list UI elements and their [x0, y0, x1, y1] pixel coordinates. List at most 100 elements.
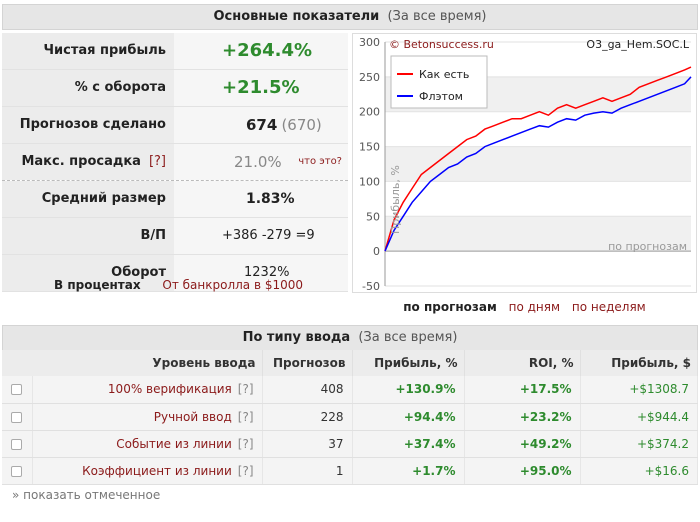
turnover-value: 1232%	[244, 265, 290, 280]
row-count: 228	[262, 403, 353, 431]
row-help-link[interactable]: [?]	[237, 382, 254, 397]
stat-wl: В/П +386 -279 =9	[2, 218, 348, 255]
stat-turnover: Оборот 1232%	[2, 255, 348, 292]
row-checkbox[interactable]	[11, 465, 23, 477]
row-checkbox[interactable]	[11, 411, 23, 423]
x-axis-label: по прогнозам	[608, 240, 687, 253]
y-tick-label: 0	[373, 245, 380, 258]
stat-avg-size: Средний размер 1.83%	[2, 181, 348, 218]
y-tick-label: 150	[359, 141, 380, 154]
what-is-link[interactable]: что это?	[298, 156, 342, 167]
net-profit-label: Чистая прибыль	[2, 33, 174, 69]
turnover-label: Оборот	[2, 255, 174, 291]
row-checkbox[interactable]	[11, 384, 23, 396]
row-profit-pct: +94.4%	[352, 403, 465, 431]
row-count: 37	[262, 430, 353, 458]
row-count: 408	[262, 376, 353, 404]
drawdown-help-link[interactable]: [?]	[148, 154, 166, 169]
entry-title: По типу ввода	[242, 330, 351, 345]
chart-link-by-weeks[interactable]: по неделям	[571, 300, 646, 314]
row-roi: +49.2%	[464, 430, 581, 458]
avg-size-value: 1.83%	[246, 191, 295, 207]
row-help-link[interactable]: [?]	[237, 463, 254, 478]
y-tick-label: -50	[362, 280, 380, 293]
entry-table: Уровень ввода Прогнозов Прибыль, % ROI, …	[2, 350, 698, 485]
row-profit-usd: +$374.2	[580, 430, 698, 458]
y-tick-label: 250	[359, 71, 380, 84]
entry-header: По типу ввода (За все время)	[2, 325, 698, 351]
stat-net-profit: Чистая прибыль +264.4%	[2, 33, 348, 70]
row-help-link[interactable]: [?]	[237, 436, 254, 451]
table-row: Событие из линии [?] 37 +37.4% +49.2% +$374.2	[2, 430, 698, 458]
row-roi: +23.2%	[464, 403, 581, 431]
chart-legend	[390, 55, 488, 109]
row-profit-usd: +$1308.7	[580, 376, 698, 404]
chart-link-by-days[interactable]: по дням	[508, 300, 561, 314]
units-percent: В процентах	[54, 278, 141, 292]
col-profit-pct: Прибыль, %	[352, 350, 465, 376]
units-bankroll-link[interactable]: От банкролла в $1000	[162, 278, 304, 292]
row-profit-pct: +1.7%	[352, 457, 465, 485]
legend-label-as-is: Как есть	[419, 68, 469, 81]
table-row: Ручной ввод [?] 228 +94.4% +23.2% +$944.4	[2, 403, 698, 431]
summary-title: Основные показатели	[213, 9, 380, 24]
stat-forecasts: Прогнозов сделано 674 (670)	[2, 107, 348, 144]
row-level-name[interactable]: 100% верификация	[107, 382, 232, 397]
chart-band	[385, 146, 691, 182]
turnover-pct-value: +21.5%	[222, 77, 300, 98]
chart-link-by-forecast[interactable]: по прогнозам	[403, 300, 497, 314]
summary-period: (За все время)	[387, 9, 487, 24]
profit-chart-svg: -50 0 50 100 150 200 250 300 Прибыль, % по прогно…	[359, 36, 692, 293]
y-tick-label: 100	[359, 175, 380, 188]
row-profit-pct: +37.4%	[352, 430, 465, 458]
row-help-link[interactable]: [?]	[237, 409, 254, 424]
row-roi: +95.0%	[464, 457, 581, 485]
draws-value: =9	[295, 228, 315, 243]
row-profit-usd: +$944.4	[580, 403, 698, 431]
y-tick-label: 50	[366, 210, 380, 223]
row-checkbox[interactable]	[11, 438, 23, 450]
turnover-pct-label: % с оборота	[2, 70, 174, 106]
chart-band	[385, 216, 691, 252]
profit-chart: -50 0 50 100 150 200 250 300 Прибыль, % по прогно…	[352, 33, 697, 293]
col-profit-usd: Прибыль, $	[580, 350, 698, 376]
legend-label-flat: Флэтом	[419, 90, 463, 103]
chart-links: по прогнозам по дням по неделям	[352, 297, 697, 317]
drawdown-label: Макс. просадка	[21, 154, 141, 169]
y-tick-label: 200	[359, 106, 380, 119]
stat-drawdown: Макс. просадка [?] 21.0% что это?	[2, 144, 348, 181]
net-profit-value: +264.4%	[222, 40, 313, 61]
stat-turnover-pct: % с оборота +21.5%	[2, 70, 348, 107]
row-level-name[interactable]: Коэффициент из линии	[82, 463, 232, 478]
chart-source: © Betonsuccess.ru	[389, 38, 494, 51]
row-roi: +17.5%	[464, 376, 581, 404]
row-profit-usd: +$16.6	[580, 457, 698, 485]
avg-size-label: Средний размер	[2, 181, 174, 217]
show-selected-link[interactable]: » показать отмеченное	[12, 488, 161, 502]
col-count: Прогнозов	[262, 350, 353, 376]
series-line-as-is	[384, 66, 692, 252]
forecasts-label: Прогнозов сделано	[2, 107, 174, 143]
chart-id: O3_ga_Hem.SOC.L	[586, 38, 689, 51]
series-line-flat	[384, 76, 692, 252]
losses-value: -279	[261, 228, 292, 243]
units-row: В процентах От банкролла в $1000	[2, 271, 348, 299]
table-row: 100% верификация [?] 408 +130.9% +17.5% +$130…	[2, 376, 698, 404]
forecasts-paren: (670)	[281, 116, 322, 134]
wins-value: +386	[222, 228, 258, 243]
col-level: Уровень ввода	[32, 350, 263, 376]
entry-period: (За все время)	[358, 330, 458, 345]
wl-label: В/П	[2, 218, 174, 254]
forecasts-value: 674	[246, 116, 278, 134]
entry-table-header: Уровень ввода Прогнозов Прибыль, % ROI, …	[2, 350, 698, 376]
stats-table: Чистая прибыль +264.4% % с оборота +21.5…	[2, 33, 348, 292]
table-row: Коэффициент из линии [?] 1 +1.7% +95.0% +$16.…	[2, 457, 698, 485]
row-level-name[interactable]: Ручной ввод	[153, 409, 232, 424]
drawdown-value: 21.0%	[234, 153, 282, 171]
col-roi: ROI, %	[464, 350, 581, 376]
y-axis-label: Прибыль, %	[389, 165, 402, 234]
row-level-name[interactable]: Событие из линии	[116, 436, 232, 451]
row-count: 1	[262, 457, 353, 485]
summary-header: Основные показатели (За все время)	[2, 4, 698, 30]
row-profit-pct: +130.9%	[352, 376, 465, 404]
